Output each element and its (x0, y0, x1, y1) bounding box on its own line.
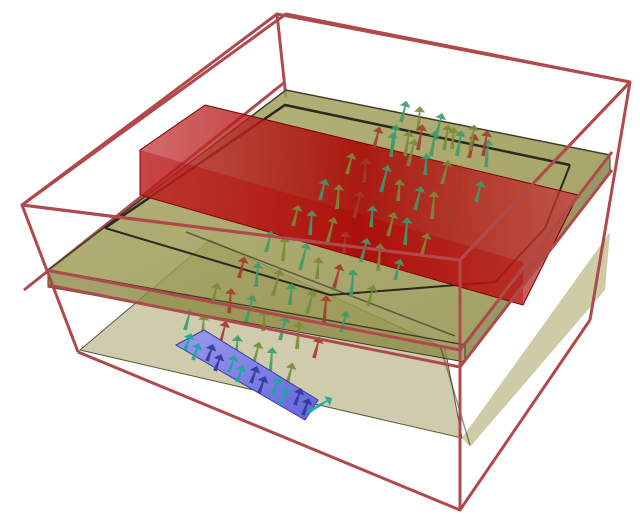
vector-arrow (360, 158, 372, 184)
vector-arrow (399, 100, 411, 123)
vector-arrow (467, 133, 480, 159)
vector-arrow (359, 237, 372, 263)
vector-arrow (374, 243, 386, 272)
patch-arrow (257, 376, 269, 394)
patch-arrow (183, 333, 195, 351)
patch-arrow (307, 396, 333, 414)
vector-arrow (454, 130, 466, 157)
patch-arrow (301, 398, 313, 416)
patch-arrow (293, 388, 305, 406)
vector-arrow (305, 289, 318, 315)
vector-arrow (285, 362, 297, 385)
vector-arrow (318, 178, 330, 201)
vector-arrow (440, 159, 453, 185)
vector-arrow (345, 152, 357, 175)
patch-arrow (279, 387, 291, 405)
vector-arrow (447, 127, 459, 150)
patch-arrow (249, 366, 261, 384)
vector-arrow (285, 283, 297, 306)
vector-arrow (198, 314, 210, 340)
vector-arrow (312, 257, 324, 280)
vector-arrow (271, 268, 285, 297)
vector-arrow (441, 124, 453, 151)
vector-arrow (333, 184, 345, 210)
vector-arrow (389, 124, 401, 151)
vector-arrow (312, 336, 324, 359)
vector-arrow (420, 153, 432, 176)
patch-arrow (213, 354, 225, 372)
vector-arrow (420, 232, 432, 255)
vector-arrow (372, 126, 384, 149)
vector-arrow (258, 309, 270, 332)
vector-arrow (278, 315, 291, 341)
patch-arrow (191, 343, 203, 361)
vector-arrow (415, 124, 427, 151)
vector-arrow (467, 124, 479, 151)
vector-arrow (428, 191, 440, 220)
vector-arrow (347, 269, 359, 298)
vector-arrow (298, 242, 312, 271)
vector-arrow (401, 217, 413, 246)
vector-arrow (252, 262, 264, 288)
vector-arrow (332, 263, 345, 289)
vector-arrow (279, 236, 291, 262)
vector-arrow (266, 347, 278, 376)
vector-arrow (325, 216, 339, 245)
vector-arrow (414, 106, 426, 132)
vector-arrow (366, 284, 378, 307)
patch-arrow (271, 377, 283, 395)
patch-arrow (205, 344, 217, 362)
vector-arrow (237, 256, 249, 279)
vector-arrow (379, 164, 393, 193)
patch-vector-field (183, 333, 333, 416)
vector-arrow (386, 211, 399, 237)
vector-arrow (413, 185, 426, 211)
vector-field (183, 100, 494, 385)
vector-arrow (291, 204, 303, 227)
vector-arrow (210, 282, 222, 305)
vector-arrow (393, 179, 405, 202)
vector-arrow (306, 210, 318, 236)
patch-arrow (235, 365, 247, 383)
vector-arrow (455, 165, 467, 194)
vector-arrow (352, 190, 366, 219)
vector-arrow (231, 335, 243, 358)
vector-arrow (474, 180, 486, 203)
vector-arrow (366, 205, 378, 228)
vector-arrow (406, 138, 420, 167)
vector-arrow (339, 231, 351, 254)
vector-arrow (482, 139, 494, 168)
vector-arrow (402, 130, 414, 157)
vector-arrow (447, 206, 459, 229)
bounding-box-front (20, 12, 632, 512)
patch-arrow (227, 355, 239, 373)
vector-arrow (393, 258, 405, 281)
vector-arrow (428, 130, 440, 157)
vector-arrow (225, 288, 237, 314)
vector-arrow (480, 130, 492, 157)
vector-arrow (320, 295, 332, 324)
